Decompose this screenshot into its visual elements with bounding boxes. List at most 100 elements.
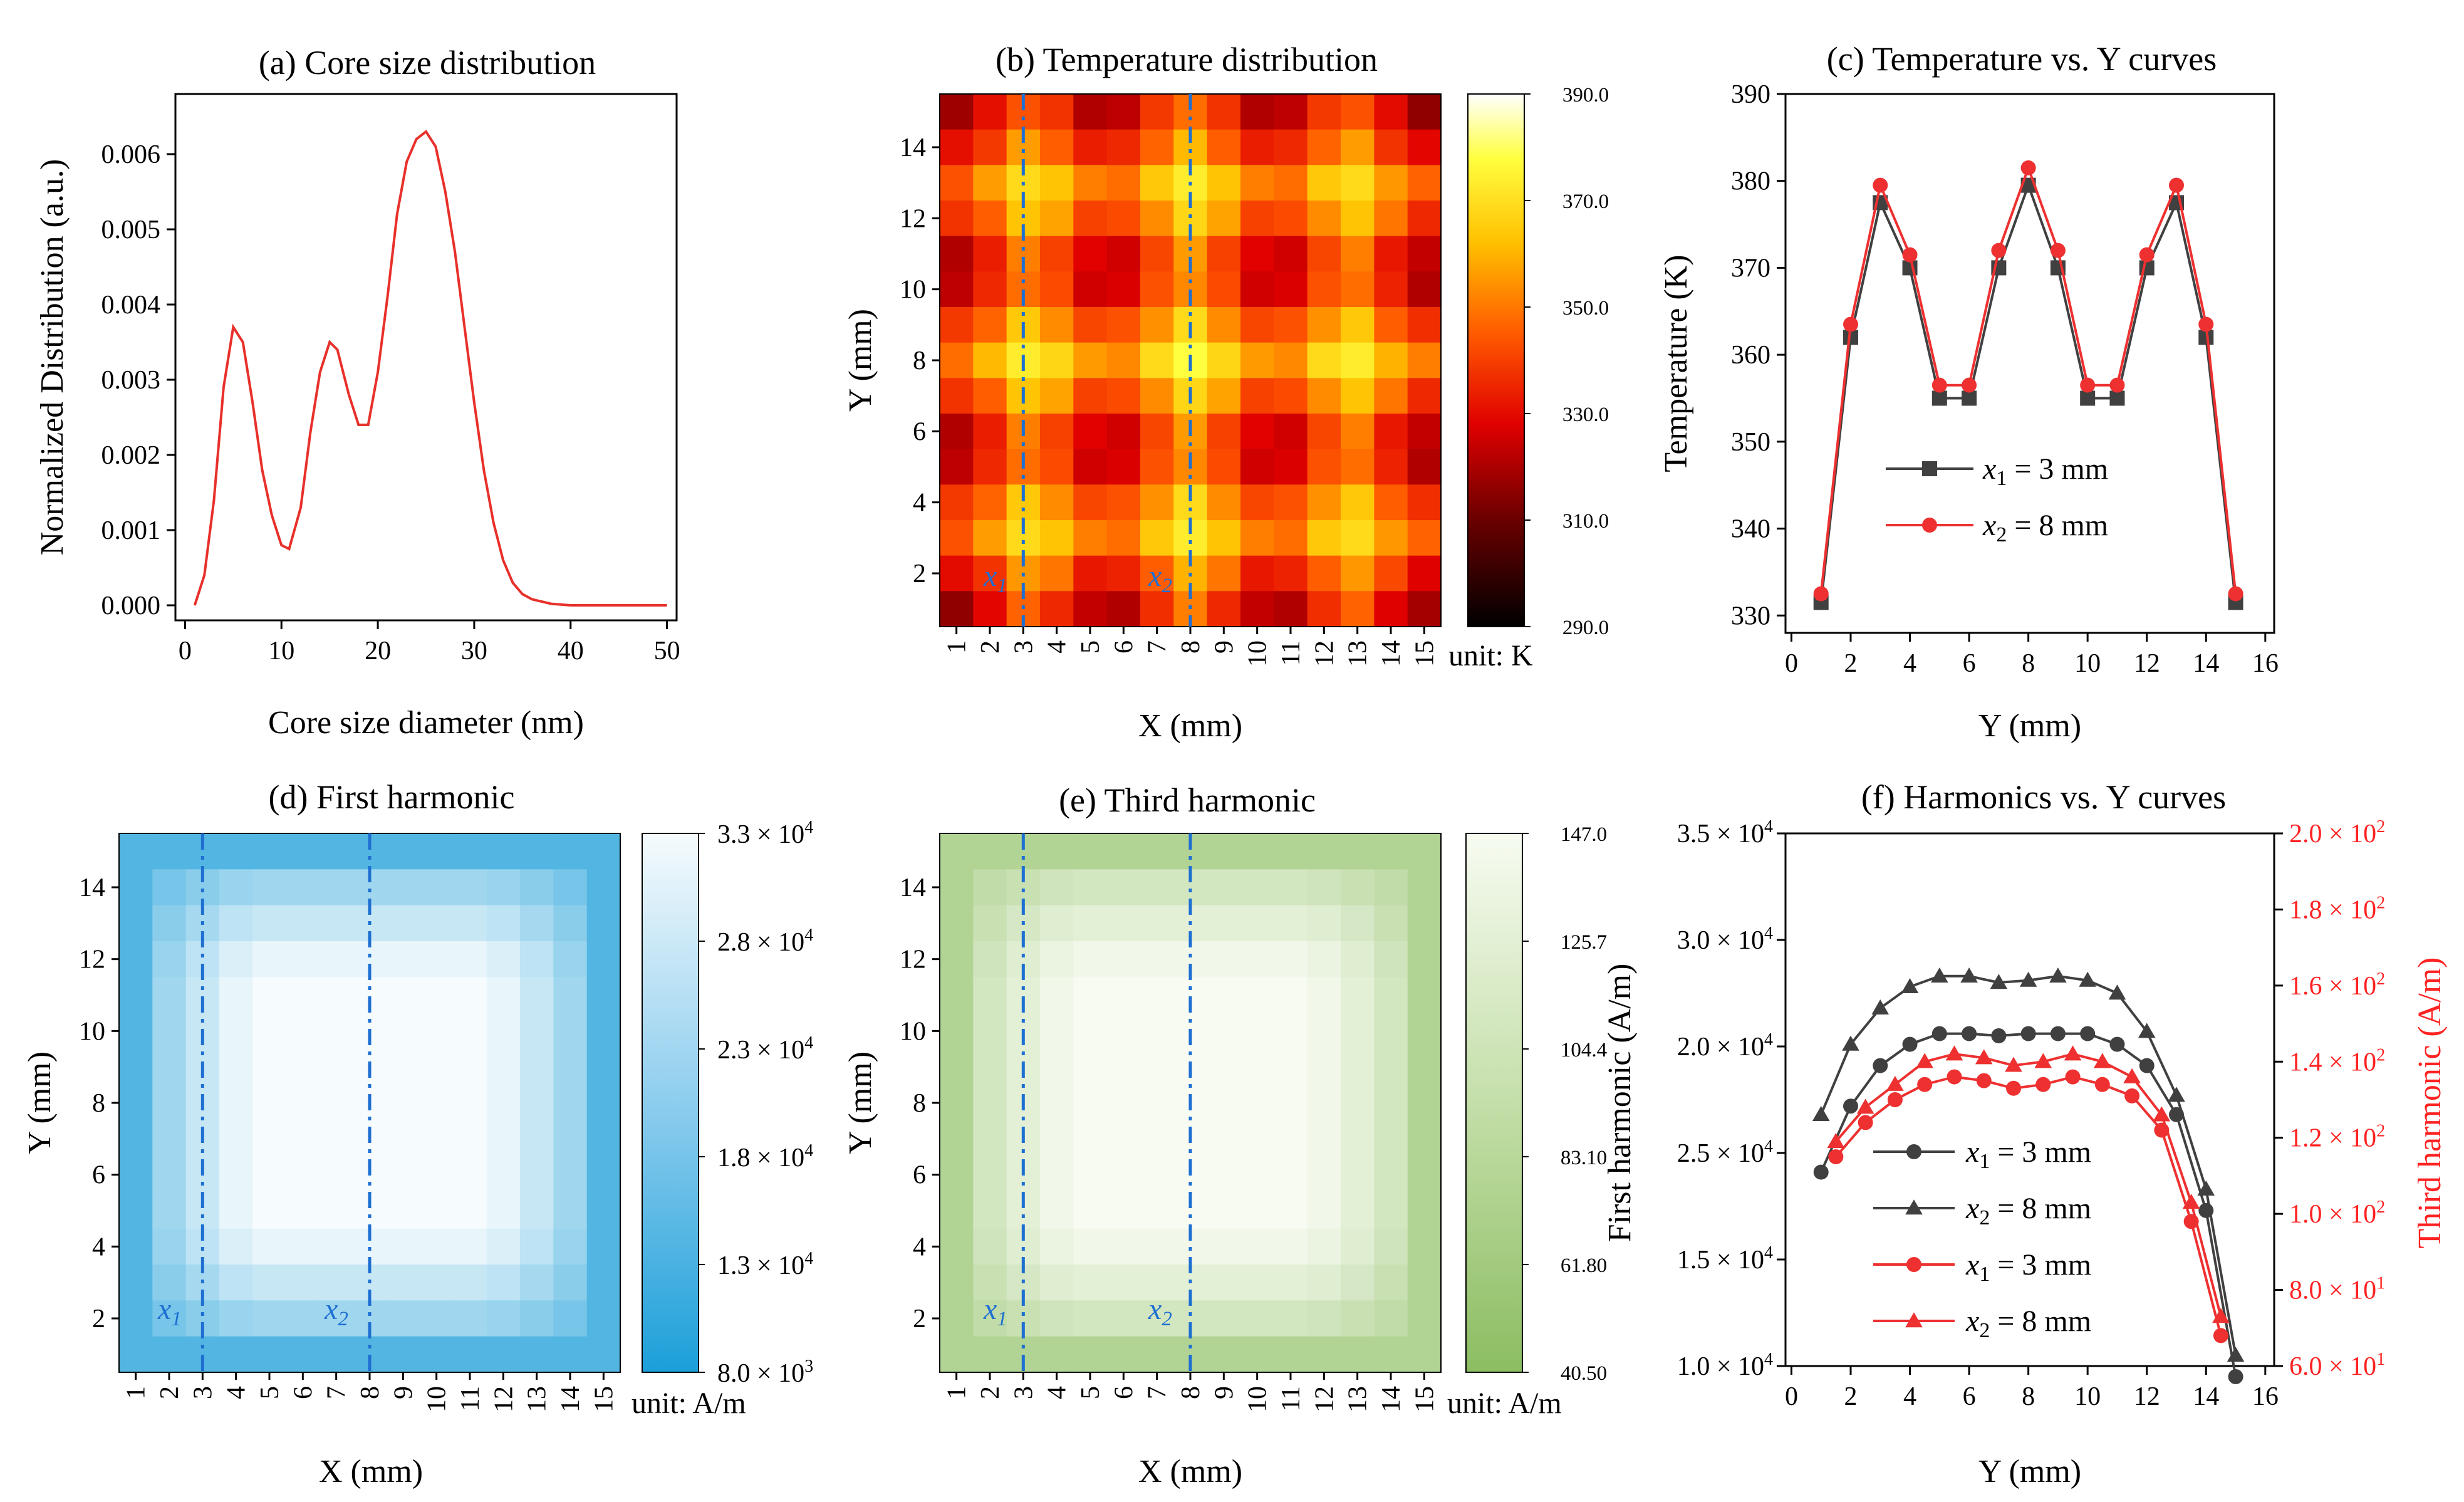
e-cell	[1073, 833, 1108, 870]
d-cell	[386, 905, 420, 942]
e-cell	[940, 833, 974, 870]
panel-a-series	[193, 130, 667, 607]
b-cell	[1040, 378, 1074, 414]
e-cell	[1040, 977, 1074, 1014]
panel-c-point	[2020, 160, 2036, 175]
panel-e-colorbar-ticks: 147.0 125.7 104.4 83.10 61.80 40.50	[1522, 823, 1607, 1385]
d-cell	[520, 1265, 554, 1301]
panel-f-point	[2124, 1088, 2140, 1103]
b-cell	[973, 591, 1007, 627]
panel-a-distribution-line	[193, 130, 667, 607]
b-x-tick-label: 14	[1377, 640, 1406, 667]
e-y-tick-label: 8	[913, 1089, 926, 1118]
b-y-tick-label: 14	[900, 133, 926, 162]
b-x-tick-label: 3	[1009, 640, 1038, 654]
e-cell	[1207, 1085, 1241, 1122]
d-cell	[320, 1013, 353, 1050]
d-cell	[553, 905, 588, 942]
e-cell	[1307, 905, 1341, 942]
d-cell	[386, 1013, 420, 1050]
b-x-tick-label: 2	[976, 640, 1005, 654]
panel-b-colorbar-ticks: 390.0 370.0 350.0 330.0 310.0 290.0	[1524, 84, 1609, 639]
panel-f-y-right-tick-label: 1.2 × 102	[2289, 1122, 2385, 1153]
b-cell	[940, 555, 974, 592]
b-cell	[1073, 307, 1108, 343]
b-cell	[1274, 449, 1308, 485]
d-cell	[486, 833, 521, 870]
d-cell	[453, 905, 487, 942]
panel-a-y-ticks: 0.000 0.001 0.002 0.003 0.004 0.005 0.006	[101, 140, 175, 620]
d-cell	[420, 941, 454, 978]
d-cell	[386, 1228, 420, 1265]
panel-d-x1-marker: x1	[157, 1293, 182, 1330]
b-cell	[973, 555, 1007, 592]
d-cell	[286, 1228, 320, 1265]
d-cell	[486, 1157, 521, 1193]
e-cell	[1240, 869, 1274, 906]
panel-e-x-ticks: 1 2 3 4 5 6 7 8 9 10 11 12 13 14 15	[943, 1372, 1439, 1412]
b-cell	[1073, 201, 1108, 237]
b-cell	[1207, 129, 1241, 165]
d-cell	[252, 1085, 287, 1122]
d-x-tick-label: 12	[489, 1386, 518, 1412]
e-cell	[1307, 1300, 1341, 1337]
e-cell	[1407, 977, 1442, 1014]
b-cell	[1140, 165, 1174, 201]
e-cell	[940, 1049, 974, 1085]
e-cell	[1207, 1120, 1241, 1157]
d-x-tick-label: 13	[523, 1386, 552, 1412]
panel-f-point	[2079, 971, 2096, 987]
b-cell	[1240, 591, 1274, 627]
e-cell	[973, 1228, 1007, 1265]
e-cell	[1106, 1336, 1141, 1373]
d-cell	[252, 1157, 287, 1193]
b-cell	[973, 165, 1007, 201]
d-cell	[586, 1120, 621, 1157]
d-cell	[286, 1336, 320, 1373]
panel-d-colorbar	[642, 833, 699, 1373]
d-cell	[320, 1265, 353, 1301]
d-cell	[219, 1228, 253, 1265]
e-cell	[1207, 1228, 1241, 1265]
b-cell	[1307, 201, 1341, 237]
e-cell	[1207, 833, 1241, 870]
panel-c-point	[1902, 247, 1918, 263]
b-cell	[1374, 378, 1408, 414]
e-cell	[1040, 1192, 1074, 1229]
d-cell	[553, 977, 588, 1014]
e-cell	[1240, 1049, 1274, 1085]
panel-d-y-axis-label: Y (mm)	[22, 1051, 58, 1154]
e-cell	[940, 977, 974, 1014]
b-cell	[1341, 129, 1375, 165]
e-cell	[1374, 1300, 1408, 1337]
e-cell	[973, 977, 1007, 1014]
panel-c-x-tick-label: 16	[2252, 649, 2279, 678]
d-cell	[219, 1013, 253, 1050]
b-cell	[1274, 520, 1308, 556]
panel-c-x-tick-label: 2	[1844, 649, 1858, 678]
panel-d-x-axis-label: X (mm)	[319, 1454, 423, 1489]
d-cell	[219, 1192, 253, 1229]
e-cell	[1207, 1192, 1241, 1229]
d-cell	[453, 1228, 487, 1265]
e-cell	[1374, 1120, 1408, 1157]
d-cell	[119, 1265, 153, 1301]
d-cell	[320, 869, 353, 906]
d-cell	[252, 1192, 287, 1229]
d-cell	[453, 1300, 487, 1337]
panel-f-point	[1945, 1045, 1963, 1061]
e-cell	[1341, 1085, 1375, 1122]
d-cell	[520, 941, 554, 978]
b-cell	[940, 342, 974, 378]
e-cell	[1240, 1228, 1274, 1265]
b-cell	[1240, 414, 1274, 450]
d-cell	[553, 1157, 588, 1193]
e-cell	[1374, 1157, 1408, 1193]
b-cell	[1106, 201, 1141, 237]
e-cell	[1341, 1192, 1375, 1229]
d-cell	[486, 1085, 521, 1122]
d-cell	[286, 1085, 320, 1122]
d-cell	[386, 1120, 420, 1157]
d-cell	[219, 941, 253, 978]
b-cell	[1207, 165, 1241, 201]
